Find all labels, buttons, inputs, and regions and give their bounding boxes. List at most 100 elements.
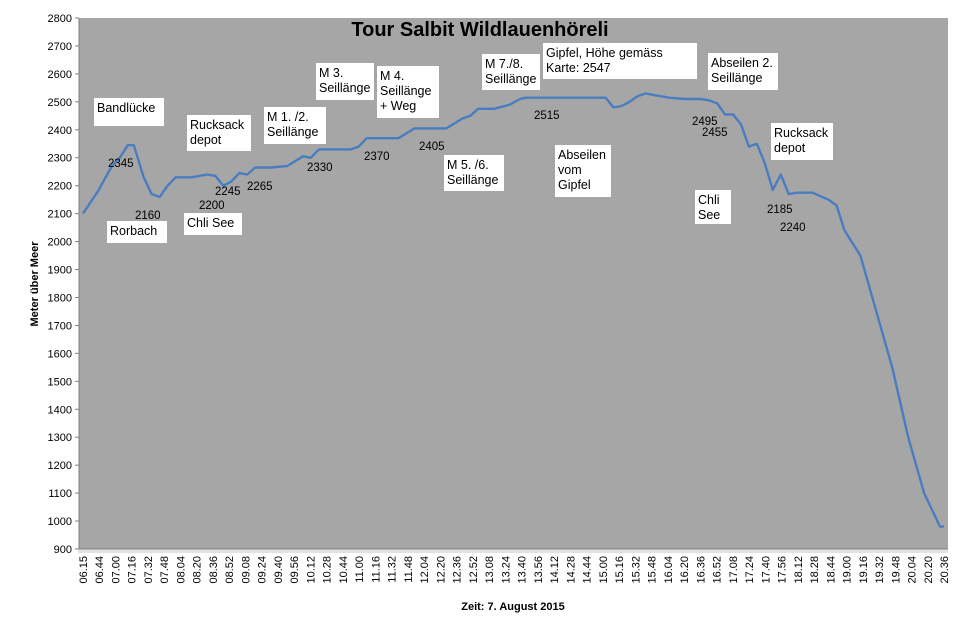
x-tick-label: 13.24: [500, 556, 512, 584]
chart-title: Tour Salbit Wildlauenhöreli: [351, 19, 608, 41]
x-tick-label: 15.32: [630, 556, 642, 584]
annotation-text: Karte: 2547: [546, 61, 611, 75]
annotation-text: + Weg: [380, 99, 416, 113]
annotation-text: M 3.: [319, 66, 343, 80]
annotation-text: Rucksack: [190, 118, 245, 132]
x-tick-label: 10.12: [305, 556, 317, 584]
y-tick-label: 1700: [48, 320, 72, 332]
data-label: 2265: [247, 181, 273, 193]
x-tick-label: 13.08: [484, 556, 496, 584]
y-axis-title: Meter über Meer: [29, 241, 41, 327]
data-label: 2515: [534, 110, 560, 122]
x-tick-label: 08.04: [175, 556, 187, 584]
annotation-text: Rorbach: [110, 224, 157, 238]
x-tick-label: 16.52: [712, 556, 724, 584]
x-tick-label: 20.20: [923, 556, 935, 584]
data-label: 2495: [692, 116, 718, 128]
x-tick-label: 06.15: [78, 556, 90, 584]
annotation-text: M 4.: [380, 69, 404, 83]
data-label: 2200: [199, 200, 225, 212]
annotation-text: vom: [558, 163, 582, 177]
x-tick-label: 17.08: [728, 556, 740, 584]
annotation-text: depot: [190, 133, 222, 147]
y-axis-ticks: 900 1000 1100 1200 1300 1400 1500 1600 1700 1800 1…: [48, 13, 80, 556]
x-tick-label: 08.52: [224, 556, 236, 584]
x-tick-label: 12.36: [452, 556, 464, 584]
annotation-box: Bandlücke: [94, 98, 164, 126]
x-tick-label: 09.40: [273, 556, 285, 584]
x-tick-label: 10.44: [338, 556, 350, 584]
annotation-box: M 5. /6.Seillänge: [444, 155, 504, 191]
x-tick-label: 16.04: [663, 556, 675, 584]
x-tick-label: 09.56: [289, 556, 301, 584]
x-axis-title: Zeit: 7. August 2015: [461, 601, 565, 613]
data-label: 2330: [307, 162, 333, 174]
annotation-box: M 3.Seillänge: [316, 63, 374, 100]
x-tick-label: 07.48: [159, 556, 171, 584]
x-tick-label: 07.16: [127, 556, 139, 584]
x-tick-label: 14.12: [549, 556, 561, 584]
data-label: 2370: [364, 151, 390, 163]
x-tick-label: 11.48: [403, 556, 415, 583]
y-tick-label: 2800: [48, 13, 72, 25]
x-tick-label: 07.32: [143, 556, 155, 584]
x-tick-label: 20.36: [939, 556, 951, 584]
x-tick-label: 11.32: [387, 556, 399, 583]
annotation-text: Chli See: [187, 216, 234, 230]
data-label: 2185: [767, 204, 793, 216]
y-tick-label: 1600: [48, 348, 72, 360]
x-tick-label: 16.20: [679, 556, 691, 584]
annotation-text: See: [698, 208, 720, 222]
annotation-text: Abseilen: [558, 148, 606, 162]
x-tick-label: 09.08: [240, 556, 252, 584]
annotation-background: [94, 98, 164, 126]
x-tick-label: 07.00: [110, 556, 122, 584]
y-tick-label: 1300: [48, 432, 72, 444]
annotation-background: [482, 54, 540, 90]
x-tick-label: 13.56: [533, 556, 545, 584]
annotation-text: M 7./8.: [485, 57, 523, 71]
annotation-background: [107, 221, 167, 243]
annotation-text: Rucksack: [774, 126, 829, 140]
x-tick-label: 17.24: [744, 556, 756, 584]
x-tick-label: 12.04: [419, 556, 431, 584]
y-tick-label: 2400: [48, 125, 72, 137]
y-tick-label: 1500: [48, 376, 72, 388]
x-tick-label: 12.52: [468, 556, 480, 584]
annotation-background: [264, 107, 326, 144]
y-tick-label: 2300: [48, 153, 72, 165]
y-tick-label: 2200: [48, 181, 72, 193]
x-tick-label: 15.48: [647, 556, 659, 584]
x-tick-label: 08.20: [192, 556, 204, 584]
x-tick-label: 19.48: [890, 556, 902, 584]
y-tick-label: 1900: [48, 265, 72, 277]
x-tick-label: 16.36: [695, 556, 707, 584]
x-tick-label: 17.56: [777, 556, 789, 584]
annotation-background: [695, 190, 731, 224]
annotation-text: Seillänge: [711, 71, 762, 85]
annotation-text: Chli: [698, 193, 720, 207]
annotation-box: Chli See: [184, 213, 242, 235]
x-tick-label: 09.24: [257, 556, 269, 584]
x-tick-label: 18.44: [825, 556, 837, 584]
x-tick-label: 11.00: [354, 556, 366, 583]
annotation-text: depot: [774, 141, 806, 155]
x-tick-label: 20.04: [907, 556, 919, 584]
annotation-box: Rorbach: [107, 221, 167, 243]
x-tick-label: 18.12: [793, 556, 805, 584]
annotation-background: [444, 155, 504, 191]
plot-area: [79, 18, 948, 549]
data-label: 2240: [780, 222, 806, 234]
annotation-text: Seillänge: [485, 72, 536, 86]
x-tick-label: 06.44: [94, 556, 106, 584]
y-tick-label: 2700: [48, 41, 72, 53]
data-label: 2455: [702, 127, 728, 139]
annotation-text: Seillänge: [267, 125, 318, 139]
annotation-background: [708, 53, 778, 90]
annotation-background: [771, 123, 833, 160]
